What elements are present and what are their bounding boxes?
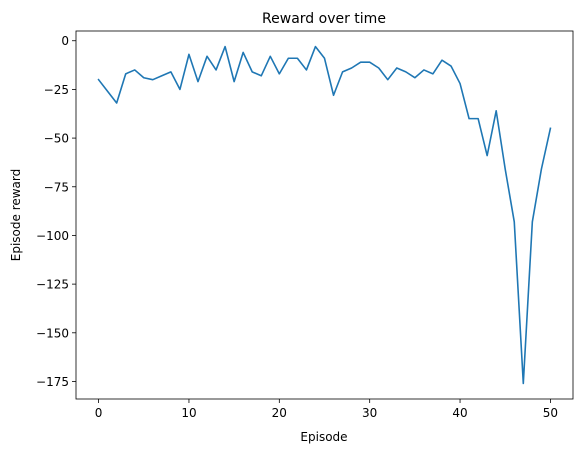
y-axis-label: Episode reward — [9, 169, 23, 262]
y-tick-label: 0 — [61, 34, 69, 48]
x-tick-label: 40 — [452, 406, 467, 420]
y-tick-label: −175 — [36, 375, 69, 389]
y-tick-label: −50 — [44, 132, 69, 146]
x-tick-label: 50 — [543, 406, 558, 420]
y-axis-ticks: 0 −25 −50 −75 −100 −125 −150 −175 — [36, 34, 76, 389]
x-tick-label: 10 — [181, 406, 196, 420]
x-axis-ticks: 0 10 20 30 40 50 — [95, 399, 558, 420]
axes-frame — [75, 30, 574, 400]
x-tick-label: 0 — [95, 406, 103, 420]
x-tick-label: 20 — [272, 406, 287, 420]
x-axis-label: Episode — [300, 430, 347, 444]
x-tick-label: 30 — [362, 406, 377, 420]
y-tick-label: −150 — [36, 326, 69, 340]
y-tick-label: −25 — [44, 83, 69, 97]
series-line — [97, 45, 552, 385]
y-tick-label: −125 — [36, 278, 69, 292]
chart-title: Reward over time — [262, 11, 386, 27]
plot-area — [97, 45, 552, 385]
y-tick-label: −100 — [36, 229, 69, 243]
y-tick-label: −75 — [44, 180, 69, 194]
